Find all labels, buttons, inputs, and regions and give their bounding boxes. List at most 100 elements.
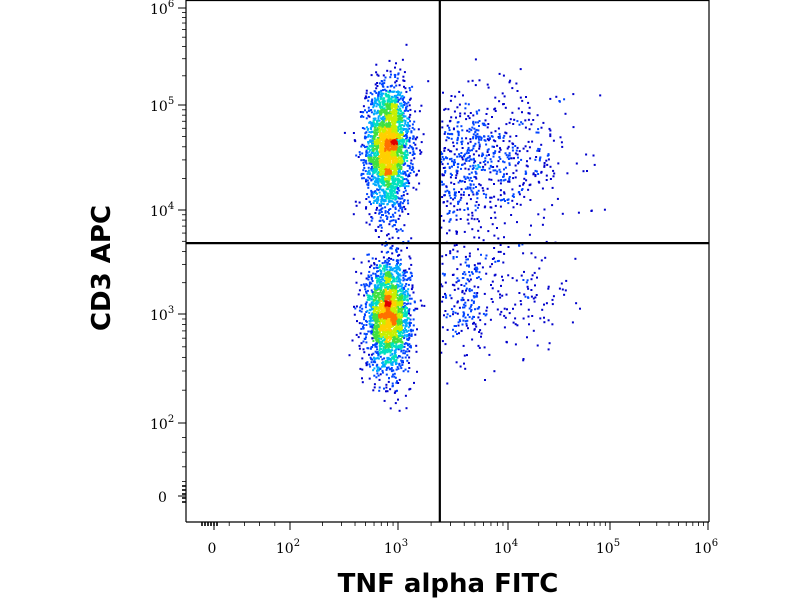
event-dot — [379, 320, 382, 323]
event-dot — [367, 127, 370, 130]
event-dot — [407, 240, 410, 243]
event-dot — [377, 94, 380, 97]
event-dot — [373, 288, 376, 291]
event-dot — [401, 197, 404, 200]
event-dot — [405, 90, 408, 93]
event-dot — [389, 89, 391, 92]
event-dot — [376, 318, 379, 321]
event-dot — [378, 114, 381, 117]
event-dot — [387, 250, 390, 253]
event-dot — [405, 283, 408, 285]
event-dot — [384, 178, 387, 181]
event-dot — [406, 298, 409, 301]
event-dot — [416, 370, 418, 373]
event-dot — [365, 136, 368, 139]
event-dot — [407, 344, 409, 347]
event-dot — [362, 283, 365, 286]
event-dot — [394, 163, 397, 166]
event-dot — [406, 136, 409, 139]
event-dot — [528, 128, 531, 131]
event-dot — [391, 375, 394, 378]
event-dot — [369, 297, 372, 300]
event-dot — [400, 315, 403, 318]
event-dot — [398, 164, 401, 166]
event-dot — [374, 333, 376, 336]
event-dot — [394, 74, 397, 76]
event-dot — [386, 85, 389, 88]
event-dot — [406, 311, 409, 313]
event-dot — [393, 152, 396, 155]
event-dot — [402, 184, 405, 187]
event-dot — [403, 331, 406, 334]
event-dot — [367, 166, 370, 169]
event-dot — [365, 180, 367, 183]
event-dot — [387, 380, 390, 383]
event-dot — [385, 315, 388, 317]
event-dot — [512, 172, 515, 175]
event-dot — [374, 361, 377, 364]
event-dot — [377, 284, 380, 287]
event-dot — [368, 285, 371, 288]
event-dot — [395, 311, 398, 314]
event-dot — [365, 362, 368, 365]
event-dot — [370, 158, 373, 161]
event-dot — [377, 184, 380, 187]
event-dot — [394, 287, 396, 289]
event-dot — [395, 318, 398, 321]
event-dot — [378, 150, 381, 153]
event-dot — [407, 175, 409, 178]
event-dot — [379, 265, 382, 268]
event-dot — [381, 293, 384, 296]
event-dot — [401, 176, 404, 179]
event-dot — [382, 183, 385, 186]
event-dot — [390, 84, 393, 87]
event-dot — [372, 272, 375, 275]
event-dot — [377, 182, 380, 185]
event-dot — [378, 93, 381, 96]
event-dot — [464, 187, 467, 190]
event-dot — [386, 285, 389, 288]
event-dot — [397, 179, 400, 182]
event-dot — [390, 167, 393, 170]
event-dot — [401, 124, 404, 126]
event-dot — [391, 120, 394, 122]
event-dot — [402, 274, 405, 277]
event-dot — [378, 309, 380, 312]
event-dot — [370, 301, 373, 304]
event-dot — [404, 321, 407, 324]
event-dot — [413, 381, 415, 384]
event-dot — [377, 270, 380, 273]
event-dot — [389, 295, 392, 298]
event-dot — [375, 168, 378, 171]
event-dot — [400, 117, 403, 120]
event-dot — [388, 272, 391, 275]
event-dot — [399, 347, 402, 350]
event-dot — [379, 148, 382, 151]
event-dot — [378, 337, 381, 340]
event-dot — [394, 148, 397, 151]
event-dot — [389, 304, 392, 307]
event-dot — [409, 137, 412, 139]
event-dot — [394, 156, 397, 159]
event-dot — [406, 338, 409, 341]
event-dot — [378, 168, 381, 171]
event-dot — [407, 317, 410, 320]
event-dot — [390, 100, 393, 103]
event-dot — [472, 123, 475, 126]
event-dot — [360, 284, 363, 287]
event-dot — [357, 156, 360, 158]
event-dot — [385, 340, 387, 343]
event-dot — [381, 219, 384, 222]
event-dot — [394, 81, 397, 84]
event-dot — [413, 128, 416, 131]
event-dot — [401, 132, 404, 135]
event-dot — [512, 193, 515, 196]
event-dot — [370, 159, 373, 162]
event-dot — [380, 315, 383, 318]
event-dot — [380, 136, 383, 139]
event-dot — [394, 95, 397, 98]
event-dot — [379, 276, 381, 278]
event-dot — [396, 142, 398, 145]
event-dot — [365, 206, 368, 209]
event-dot — [404, 144, 407, 147]
